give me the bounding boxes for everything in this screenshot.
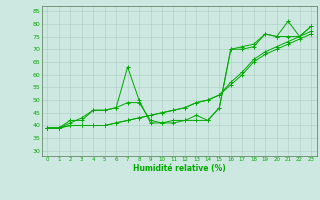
- X-axis label: Humidité relative (%): Humidité relative (%): [133, 164, 226, 173]
